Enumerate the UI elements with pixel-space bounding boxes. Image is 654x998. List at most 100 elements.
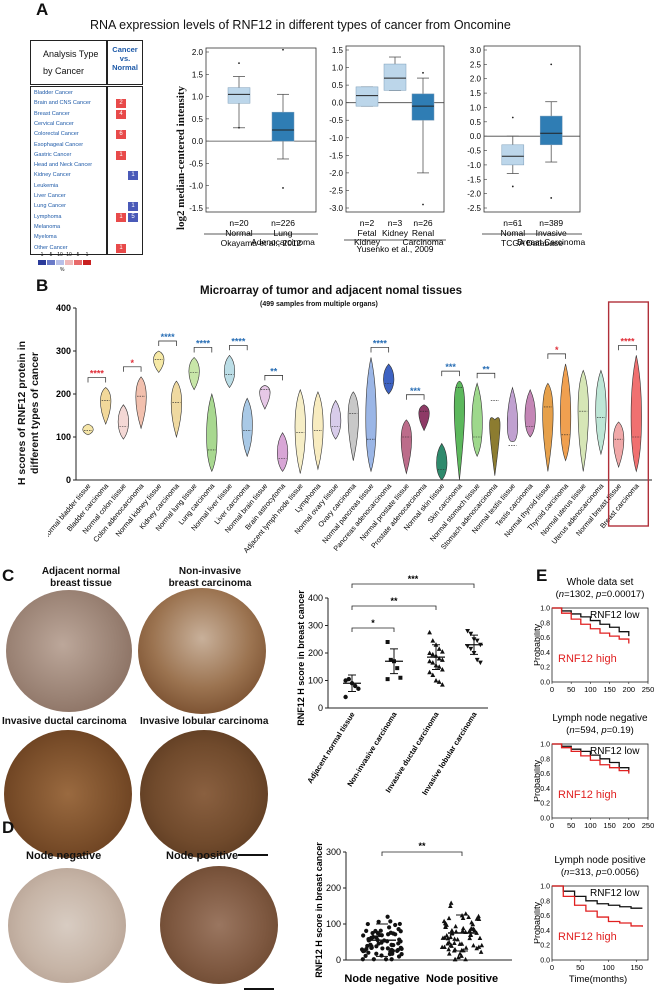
significance-bracket: [351, 627, 395, 632]
data-point: [471, 942, 476, 948]
data-point: [399, 946, 404, 952]
significance-label: **: [270, 366, 278, 376]
group-label: Invasive: [536, 228, 567, 238]
y-tick-label: 1.0: [332, 64, 344, 73]
data-point: [398, 675, 403, 680]
y-tick-label: -2.5: [329, 186, 343, 195]
oncomine-row-name: Leukemia: [34, 182, 59, 189]
km-title: Whole data set: [567, 577, 634, 588]
km-y-tick-label: 0.6: [540, 913, 550, 920]
significance-label: **: [418, 841, 426, 851]
data-point: [379, 953, 384, 958]
data-point: [446, 915, 452, 921]
km-curve-low: [552, 885, 643, 909]
violin: [436, 442, 448, 481]
km-title: Lymph node negative: [552, 713, 648, 724]
violin: [153, 350, 165, 373]
violin: [223, 354, 236, 389]
panel-letter-b: B: [36, 276, 49, 295]
km-ylabel: Probability: [534, 901, 542, 944]
tissue-image-node-negative: [8, 868, 126, 983]
oncomine-row-name: Liver Cancer: [34, 193, 66, 199]
box-body: [355, 86, 379, 107]
km-curve-low: [552, 743, 630, 773]
header-normal: Normal: [112, 63, 138, 72]
violin: [241, 397, 253, 458]
km-y-tick-label: 1.0: [540, 606, 550, 613]
y-tick-label: 2.0: [470, 75, 482, 84]
oncomine-row-name: Kidney Cancer: [34, 172, 71, 179]
box-body: [383, 63, 407, 91]
km-title: Lymph node positive: [554, 855, 646, 866]
data-point: [474, 657, 480, 663]
violin: [294, 388, 306, 474]
table-body-right: [107, 86, 143, 255]
violin: [383, 363, 395, 395]
data-point: [397, 921, 402, 927]
data-point: [361, 933, 366, 938]
y-tick-label: 200: [308, 648, 323, 658]
km-y-tick-label: 0.0: [540, 958, 550, 965]
d-label-node-positive: Node positive: [166, 850, 239, 862]
significance-bracket: [158, 340, 177, 346]
significance-bracket: [476, 372, 496, 379]
oncomine-row-name: Gastric Cancer: [34, 151, 72, 158]
panel-c-scatter: 400 300 200 100 0 RNF12 H score in breast can…: [296, 574, 488, 797]
c-label-noninvasive-1: Non-invasive: [178, 566, 242, 577]
y-tick-label: 300: [56, 346, 71, 356]
y-tick-label: -2.5: [467, 204, 481, 213]
km-subtitle: (n=594, p=0.19): [566, 725, 634, 736]
data-point: [389, 942, 394, 947]
data-point: [427, 669, 432, 675]
panel-a-title: RNA expression levels of RNF12 in differ…: [90, 18, 511, 32]
data-point: [463, 956, 468, 962]
significance-label: ****: [90, 369, 105, 379]
data-point: [440, 682, 445, 687]
group-label: Normal: [225, 228, 253, 238]
km-subtitle-part: n: [564, 867, 569, 878]
violin: [330, 399, 342, 440]
km-subtitle: (n=313, p=0.0056): [561, 867, 639, 878]
group-label: Breast Carcinoma: [517, 237, 585, 247]
legend-mid: %: [60, 267, 65, 273]
oncomine-down-cell: 1: [128, 171, 138, 181]
y-tick-label: 100: [308, 676, 323, 686]
data-point: [477, 935, 483, 941]
oncomine-row-name: Colorectal Cancer: [34, 131, 79, 138]
km-ylabel: Probability: [534, 759, 542, 802]
data-point: [440, 657, 445, 662]
data-point: [442, 944, 447, 949]
plot-frame: [205, 47, 317, 213]
significance-label: **: [482, 364, 490, 374]
group-n: n=2: [360, 218, 375, 228]
km-subtitle-part: (: [561, 867, 565, 878]
tissue-image-lobular: [140, 730, 268, 858]
group-label: Kidney: [382, 228, 409, 238]
km-y-tick-label: 0.2: [540, 801, 550, 808]
km-x-tick-label: 0: [550, 963, 554, 972]
violin: [82, 423, 94, 436]
table-body-left: [30, 86, 107, 255]
data-point: [446, 946, 451, 952]
oncomine-row-name: Brain and CNS Cancer: [34, 100, 91, 107]
significance-label: *: [555, 345, 559, 355]
data-point: [393, 922, 398, 928]
violin: [507, 386, 518, 442]
y-tick-label: -0.5: [189, 159, 203, 168]
km-x-tick-label: 100: [584, 821, 597, 830]
group-label: Fetal: [358, 228, 377, 238]
y-tick-label: 100: [326, 919, 341, 929]
km-y-tick-label: 0.6: [540, 635, 550, 642]
significance-label: *: [130, 358, 134, 368]
breast-highlight-box: [607, 301, 650, 527]
data-point: [460, 928, 465, 933]
legend-swatch: [47, 260, 55, 265]
y-tick-label: -1.5: [329, 151, 343, 160]
y-tick-label: 0.5: [470, 118, 482, 127]
significance-label: ****: [373, 338, 388, 348]
plot-frame: [483, 45, 581, 213]
data-point: [463, 945, 469, 950]
data-point: [388, 657, 393, 662]
panel-letter-d: D: [2, 818, 15, 837]
oncomine-up-cell: 4: [116, 109, 126, 119]
